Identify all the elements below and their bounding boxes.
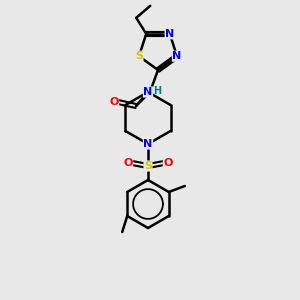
Text: N: N bbox=[165, 29, 174, 39]
Text: H: H bbox=[153, 86, 161, 96]
Text: O: O bbox=[163, 158, 173, 168]
Text: N: N bbox=[143, 139, 153, 149]
Text: N: N bbox=[143, 87, 153, 97]
Text: S: S bbox=[135, 51, 143, 61]
Text: N: N bbox=[172, 51, 182, 61]
Text: S: S bbox=[144, 161, 152, 171]
Text: O: O bbox=[109, 97, 119, 107]
Text: O: O bbox=[123, 158, 133, 168]
